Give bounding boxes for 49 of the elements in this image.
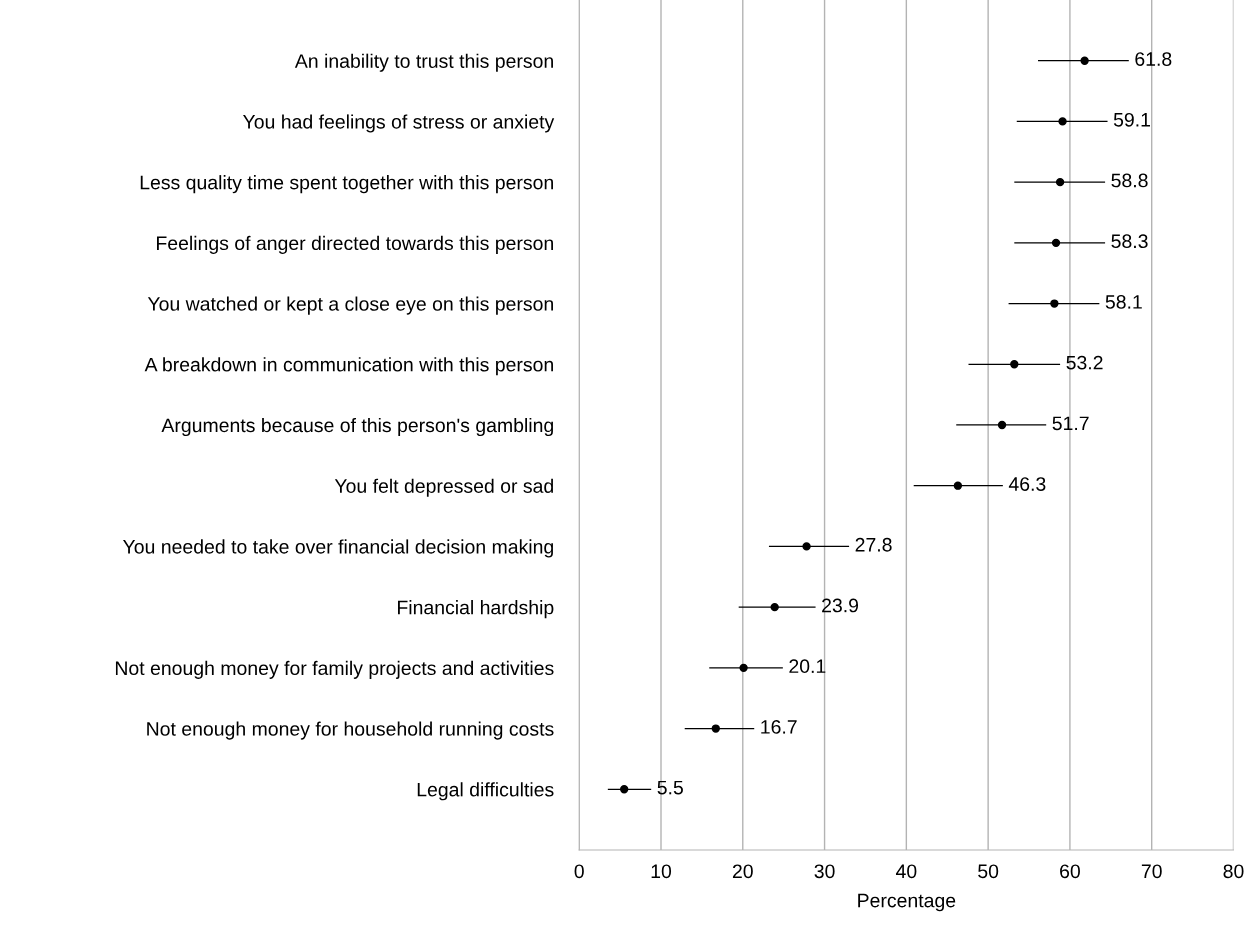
point — [1050, 299, 1059, 308]
x-tick-label: 20 — [732, 864, 753, 879]
point — [739, 663, 748, 673]
point — [1080, 56, 1089, 65]
y-tick-label: Not enough money for family projects and activities — [115, 660, 554, 679]
data-label: 20.1 — [789, 659, 826, 674]
x-tick-label: 10 — [651, 864, 672, 879]
point — [1058, 117, 1067, 126]
x-tick-label: 0 — [574, 864, 584, 879]
y-tick-label: You needed to take over financial decision making — [122, 539, 553, 558]
data-label: 58.8 — [1111, 173, 1148, 188]
y-tick-label: An inability to trust this person — [294, 53, 553, 72]
data-label: 59.1 — [1113, 112, 1150, 127]
point — [620, 785, 629, 794]
data-label: 16.7 — [761, 720, 797, 734]
point — [1051, 238, 1061, 248]
y-tick-label: You felt depressed or sad — [334, 478, 553, 497]
y-tick-label: Legal difficulties — [417, 782, 554, 801]
y-tick-label: Arguments because of this person's gambling — [161, 417, 553, 437]
x-tick-label: 60 — [1060, 864, 1080, 879]
point — [1010, 360, 1019, 369]
x-tick-label: 30 — [814, 864, 835, 879]
point — [802, 542, 811, 551]
point — [770, 602, 779, 612]
y-tick-label: Feelings of anger directed towards this person — [157, 235, 553, 254]
data-label: 51.7 — [1052, 416, 1089, 431]
data-label: 23.9 — [822, 598, 859, 613]
data-label: 27.8 — [855, 537, 892, 552]
x-tick-label: 40 — [895, 864, 917, 879]
x-tick-label: 80 — [1223, 864, 1244, 879]
data-label: 58.3 — [1111, 234, 1148, 249]
y-tick-label: You watched or kept a close eye on this person — [147, 296, 553, 315]
y-tick-label: A breakdown in communication with this person — [144, 357, 553, 376]
data-label: 53.2 — [1066, 355, 1103, 370]
data-label: 46.3 — [1008, 477, 1046, 491]
y-tick-label: Not enough money for household running costs — [147, 721, 554, 740]
data-label: 58.1 — [1105, 295, 1142, 309]
point — [953, 481, 963, 490]
y-tick-label: Less quality time spent together with this person — [140, 175, 553, 194]
x-tick-label: 50 — [978, 864, 999, 879]
point — [997, 420, 1007, 430]
data-label: 5.5 — [657, 780, 683, 795]
x-tick-label: 70 — [1141, 864, 1162, 879]
x-axis-title: Percentage — [858, 893, 956, 912]
point — [711, 724, 720, 733]
y-tick-label: Financial hardship — [398, 600, 554, 619]
point — [1055, 177, 1065, 187]
data-label: 61.8 — [1135, 52, 1172, 66]
y-tick-label: You had feelings of stress or anxiety — [242, 114, 555, 133]
